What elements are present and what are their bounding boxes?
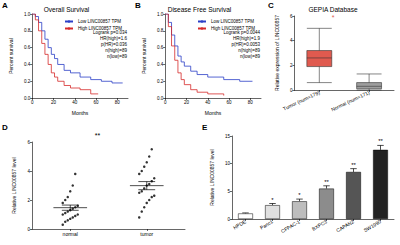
svg-text:0.0: 0.0 [157,96,164,101]
svg-text:2: 2 [290,63,293,68]
svg-text:Relative LINC00857 level: Relative LINC00857 level [11,157,17,213]
svg-text:E: E [202,123,208,132]
svg-text:Months: Months [205,110,222,116]
svg-text:tumor: tumor [140,231,153,237]
svg-text:Logrank p=0.034: Logrank p=0.034 [93,30,127,35]
svg-text:normal: normal [63,231,78,237]
svg-text:0: 0 [164,100,167,105]
svg-text:n(high)=89: n(high)=89 [238,48,260,53]
svg-text:0: 0 [227,217,230,222]
svg-text:0.6: 0.6 [24,45,31,50]
svg-text:HPDE: HPDE [232,218,248,230]
svg-text:15: 15 [225,134,231,139]
svg-text:HR(high)=1.6: HR(high)=1.6 [100,36,127,41]
svg-text:High LINC00857 TPM: High LINC00857 TPM [211,26,255,31]
svg-text:0: 0 [31,100,34,105]
svg-text:**: ** [95,132,101,139]
svg-text:CFPAC-1: CFPAC-1 [280,218,301,234]
svg-text:**: ** [324,179,329,185]
svg-text:0.4: 0.4 [157,62,164,67]
svg-text:4: 4 [27,169,30,174]
svg-text:40: 40 [205,100,211,105]
svg-text:Logrank p=0.0044: Logrank p=0.0044 [223,30,260,35]
svg-text:Disease Free Survival: Disease Free Survival [168,6,232,13]
svg-text:Relative LINC00857 level: Relative LINC00857 level [209,149,215,205]
svg-text:0.4: 0.4 [24,62,31,67]
svg-text:Low LINC00857 TPM: Low LINC00857 TPM [211,19,254,24]
svg-text:**: ** [378,138,383,144]
svg-text:D: D [2,123,8,132]
svg-text:0.6: 0.6 [157,45,164,50]
svg-text:Percent survival: Percent survival [8,38,14,74]
svg-text:0.0: 0.0 [24,96,31,101]
svg-text:*: * [298,192,301,198]
svg-text:A: A [2,1,8,10]
svg-text:1.0: 1.0 [157,12,164,17]
svg-text:0.2: 0.2 [24,79,31,84]
svg-text:Tumor (num=179): Tumor (num=179) [282,89,321,111]
svg-text:Months: Months [72,110,89,116]
svg-text:5: 5 [227,189,230,194]
svg-text:2: 2 [27,198,30,203]
svg-text:GEPIA Database: GEPIA Database [308,6,358,13]
svg-text:20: 20 [184,100,190,105]
svg-text:0.8: 0.8 [157,28,164,33]
svg-text:Overall Survival: Overall Survival [44,6,90,13]
svg-text:n(low)=89: n(low)=89 [240,54,260,59]
svg-text:p(HR)=0.036: p(HR)=0.036 [101,42,127,47]
svg-text:High LINC00857 TPM: High LINC00857 TPM [78,26,122,31]
svg-text:Percent survival: Percent survival [141,38,147,74]
svg-text:n(low)=89: n(low)=89 [107,54,127,59]
svg-text:Low LINC00857 TPM: Low LINC00857 TPM [78,19,121,24]
svg-text:0: 0 [290,88,293,93]
svg-text:6: 6 [290,14,293,19]
svg-text:p(HR)=0.0053: p(HR)=0.0053 [232,42,261,47]
svg-text:60: 60 [227,100,233,105]
svg-text:1.0: 1.0 [24,12,31,17]
svg-text:10: 10 [225,161,231,166]
svg-text:80: 80 [115,100,121,105]
svg-text:0.2: 0.2 [157,79,164,84]
svg-text:4: 4 [290,38,293,43]
svg-text:HR(high)=1.9: HR(high)=1.9 [233,36,260,41]
svg-text:20: 20 [51,100,57,105]
svg-text:80: 80 [248,100,254,105]
svg-text:BXPC3: BXPC3 [311,218,328,231]
svg-text:CAPAN2: CAPAN2 [335,218,355,233]
svg-text:*: * [271,197,274,203]
svg-text:40: 40 [72,100,78,105]
svg-text:Relative expression of LINC008: Relative expression of LINC00857 [274,15,280,91]
svg-text:C: C [268,1,274,10]
svg-text:Panc1: Panc1 [259,218,274,230]
svg-text:**: ** [351,162,356,168]
svg-text:0: 0 [27,227,30,232]
svg-text:Normal (num=171): Normal (num=171) [330,89,371,112]
svg-text:60: 60 [94,100,100,105]
svg-text:*: * [332,14,335,21]
svg-text:n(high)=89: n(high)=89 [105,48,127,53]
svg-text:SW1990: SW1990 [362,218,382,233]
svg-text:0.8: 0.8 [24,28,31,33]
svg-text:6: 6 [27,140,30,145]
svg-text:B: B [135,1,141,10]
